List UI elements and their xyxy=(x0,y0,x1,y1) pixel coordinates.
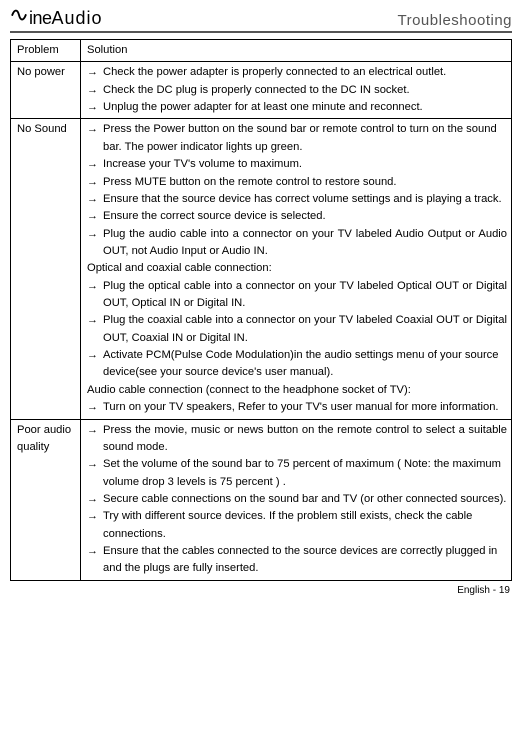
brand-logo: ine Audio xyxy=(10,6,103,29)
col-head-problem: Problem xyxy=(11,40,81,62)
page-title: Troubleshooting xyxy=(397,12,512,29)
solution-item: Plug the optical cable into a connector … xyxy=(87,278,507,313)
problem-cell: No power xyxy=(11,62,81,119)
solution-item: Press the movie, music or news button on… xyxy=(87,422,507,457)
solution-cell: Press the movie, music or news button on… xyxy=(81,419,512,580)
solution-item: Secure cable connections on the sound ba… xyxy=(87,491,507,508)
problem-cell: Poor audio quality xyxy=(11,419,81,580)
solution-item: Increase your TV's volume to maximum. xyxy=(87,156,507,173)
solution-cell: Press the Power button on the sound bar … xyxy=(81,119,512,419)
solution-item: Ensure that the source device has correc… xyxy=(87,191,507,208)
troubleshooting-table: Problem Solution No power Check the power… xyxy=(10,39,512,581)
solution-item: Press MUTE button on the remote control … xyxy=(87,174,507,191)
solution-item: Check the DC plug is properly connected … xyxy=(87,82,507,99)
solution-item: Unplug the power adapter for at least on… xyxy=(87,99,507,116)
solution-item: Activate PCM(Pulse Code Modulation)in th… xyxy=(87,347,507,382)
solution-item: Turn on your TV speakers, Refer to your … xyxy=(87,399,507,416)
solution-item: Plug the coaxial cable into a connector … xyxy=(87,312,507,347)
solution-item: Set the volume of the sound bar to 75 pe… xyxy=(87,456,507,491)
solution-item: Try with different source devices. If th… xyxy=(87,508,507,543)
table-header-row: Problem Solution xyxy=(11,40,512,62)
table-row: Poor audio qualityPress the movie, music… xyxy=(11,419,512,580)
brand-audio: Audio xyxy=(52,8,103,29)
solution-item: Press the Power button on the sound bar … xyxy=(87,121,507,156)
solution-subhead: Audio cable connection (connect to the h… xyxy=(87,382,507,399)
solution-item: Ensure the correct source device is sele… xyxy=(87,208,507,225)
table-row: No power Check the power adapter is prope… xyxy=(11,62,512,119)
brand-sine: ine xyxy=(29,8,52,29)
page-footer: English - 19 xyxy=(10,585,512,596)
solution-subhead: Optical and coaxial cable connection: xyxy=(87,260,507,277)
col-head-solution: Solution xyxy=(81,40,512,62)
solution-item: Check the power adapter is properly conn… xyxy=(87,64,507,81)
problem-cell: No Sound xyxy=(11,119,81,419)
solution-item: Plug the audio cable into a connector on… xyxy=(87,226,507,261)
logo-mark-icon xyxy=(10,6,28,24)
header: ine Audio Troubleshooting xyxy=(10,6,512,33)
table-row: No SoundPress the Power button on the so… xyxy=(11,119,512,419)
solution-cell: Check the power adapter is properly conn… xyxy=(81,62,512,119)
solution-item: Ensure that the cables connected to the … xyxy=(87,543,507,578)
